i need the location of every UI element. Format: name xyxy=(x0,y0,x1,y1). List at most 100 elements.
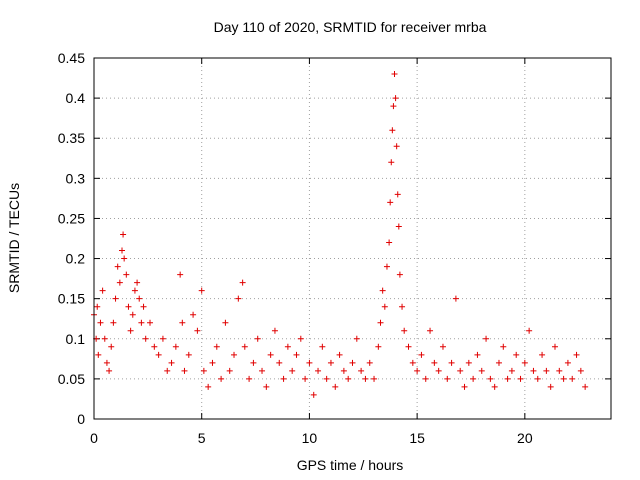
data-point xyxy=(504,375,511,382)
data-point xyxy=(250,359,257,366)
data-point xyxy=(159,335,166,342)
data-point xyxy=(517,375,524,382)
data-point xyxy=(457,367,464,374)
data-point xyxy=(327,359,334,366)
data-point xyxy=(345,375,352,382)
y-tick-label: 0.1 xyxy=(66,331,86,347)
data-point xyxy=(534,375,541,382)
data-point xyxy=(276,359,283,366)
data-point xyxy=(513,351,520,358)
chart-title: Day 110 of 2020, SRMTID for receiver mrb… xyxy=(214,19,487,35)
data-point xyxy=(526,327,533,334)
data-point xyxy=(409,359,416,366)
data-point xyxy=(177,271,184,278)
data-point xyxy=(101,335,108,342)
data-point xyxy=(470,375,477,382)
data-point xyxy=(134,279,141,286)
data-point xyxy=(389,127,396,134)
data-point xyxy=(254,335,261,342)
y-tick-label: 0.15 xyxy=(58,291,85,307)
data-point xyxy=(200,367,207,374)
data-point xyxy=(539,351,546,358)
data-point xyxy=(375,343,382,350)
x-tick-label: 5 xyxy=(198,430,206,446)
data-point xyxy=(556,367,563,374)
data-point xyxy=(235,295,242,302)
data-point xyxy=(194,327,201,334)
data-point xyxy=(394,191,401,198)
data-point xyxy=(172,343,179,350)
data-point xyxy=(422,375,429,382)
data-point xyxy=(280,375,287,382)
data-point xyxy=(396,271,403,278)
y-axis-ticks: 0 0.05 0.1 0.15 0.2 0.25 0.3 0.35 0.4 0.45 xyxy=(58,50,611,427)
data-point xyxy=(94,303,101,310)
data-points xyxy=(91,71,589,398)
data-point xyxy=(205,383,212,390)
y-tick-label: 0 xyxy=(77,411,85,427)
data-point xyxy=(147,319,154,326)
data-point xyxy=(129,311,136,318)
data-point xyxy=(487,375,494,382)
data-point xyxy=(190,311,197,318)
data-point xyxy=(315,367,322,374)
data-point xyxy=(564,359,571,366)
data-point xyxy=(392,95,399,102)
data-point xyxy=(353,335,360,342)
grid xyxy=(94,58,611,419)
data-point xyxy=(390,103,397,110)
data-point xyxy=(388,159,395,166)
data-point xyxy=(155,351,162,358)
data-point xyxy=(573,351,580,358)
data-point xyxy=(151,343,158,350)
data-point xyxy=(121,255,128,262)
data-point xyxy=(263,383,270,390)
data-point xyxy=(164,367,171,374)
data-point xyxy=(530,367,537,374)
data-point xyxy=(452,295,459,302)
data-point xyxy=(336,351,343,358)
data-point xyxy=(547,383,554,390)
data-point xyxy=(478,367,485,374)
data-point xyxy=(114,263,121,270)
data-point xyxy=(577,367,584,374)
data-point xyxy=(120,231,127,238)
y-tick-label: 0.3 xyxy=(66,170,86,186)
data-point xyxy=(439,343,446,350)
data-point xyxy=(362,375,369,382)
data-point xyxy=(112,295,119,302)
data-point xyxy=(97,319,104,326)
y-tick-label: 0.4 xyxy=(66,90,86,106)
y-tick-label: 0.35 xyxy=(58,130,85,146)
data-point xyxy=(127,327,134,334)
data-point xyxy=(209,359,216,366)
data-point xyxy=(405,343,412,350)
data-point xyxy=(358,367,365,374)
data-point xyxy=(246,375,253,382)
data-point xyxy=(310,391,317,398)
data-point xyxy=(418,351,425,358)
data-point xyxy=(414,367,421,374)
data-point xyxy=(543,367,550,374)
data-point xyxy=(181,367,188,374)
data-point xyxy=(560,375,567,382)
data-point xyxy=(140,303,147,310)
data-point xyxy=(500,343,507,350)
data-point xyxy=(371,375,378,382)
data-point xyxy=(231,351,238,358)
data-point xyxy=(427,327,434,334)
data-point xyxy=(377,319,384,326)
data-point xyxy=(444,375,451,382)
data-point xyxy=(241,343,248,350)
plot-frame xyxy=(93,57,612,420)
data-point xyxy=(271,327,278,334)
data-point xyxy=(383,263,390,270)
data-point xyxy=(106,367,113,374)
data-point xyxy=(136,295,143,302)
data-point xyxy=(521,359,528,366)
data-point xyxy=(461,383,468,390)
data-point xyxy=(123,271,130,278)
data-point xyxy=(448,359,455,366)
data-point xyxy=(569,375,576,382)
data-point xyxy=(435,367,442,374)
